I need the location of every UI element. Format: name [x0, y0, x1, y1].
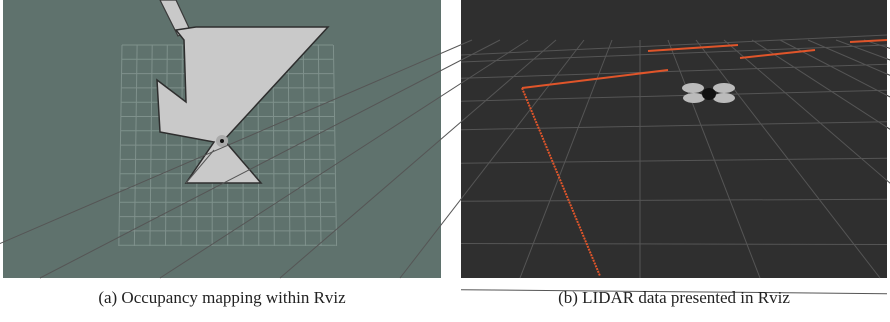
rotor — [713, 93, 735, 103]
robot-center — [220, 139, 224, 143]
rotor — [682, 83, 704, 93]
figure: (a) Occupancy mapping within Rviz (b) LI… — [0, 0, 890, 322]
page: (a) Occupancy mapping within Rviz (b) LI… — [0, 0, 890, 322]
drone-body — [702, 88, 716, 100]
rotor — [713, 83, 735, 93]
rotor — [683, 93, 705, 103]
caption: (b) LIDAR data presented in Rviz — [558, 288, 790, 307]
caption: (a) Occupancy mapping within Rviz — [98, 288, 346, 307]
